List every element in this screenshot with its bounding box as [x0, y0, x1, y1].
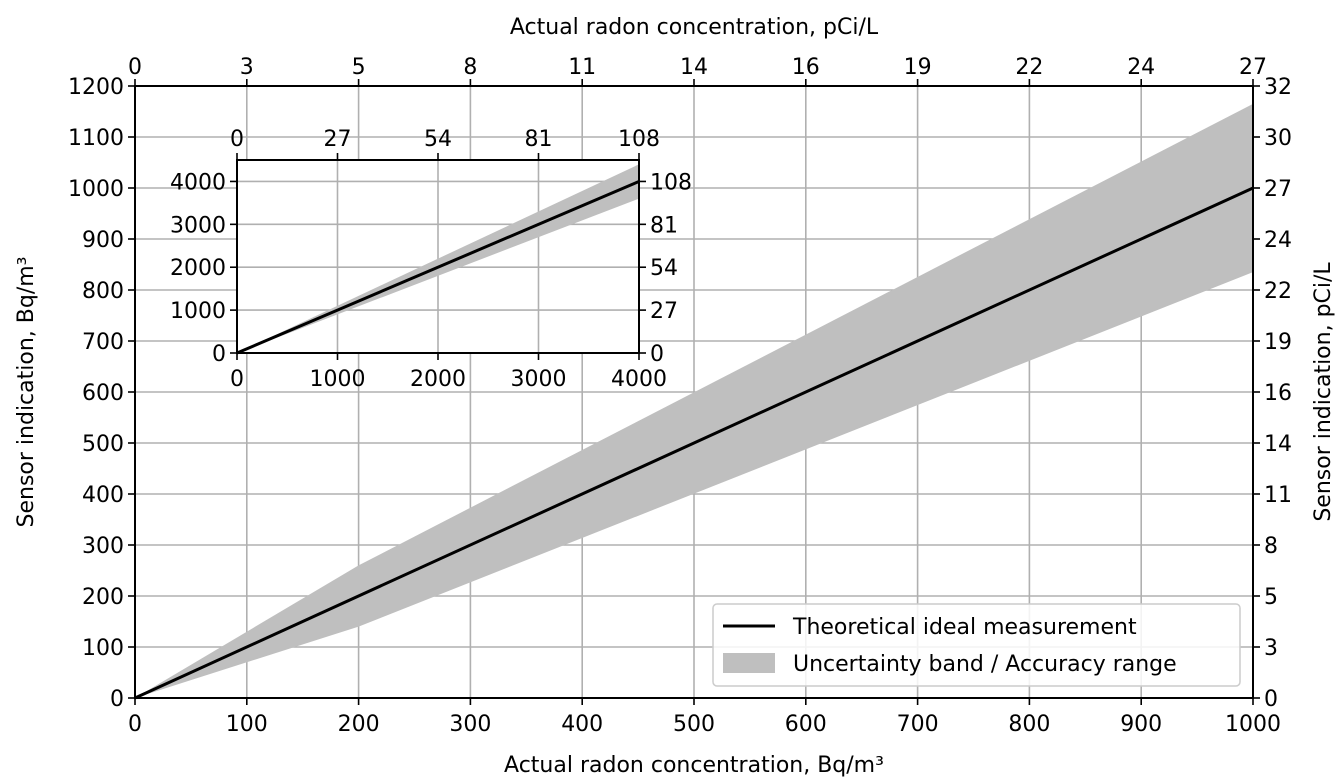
inset-uncertainty-band-layer — [237, 164, 639, 353]
legend-band-swatch — [723, 653, 775, 673]
main-x2-tick-label: 14 — [680, 55, 708, 80]
main-y-tick-label: 1200 — [68, 75, 124, 100]
main-y-tick-label: 400 — [82, 483, 124, 508]
main-y-tick-label: 900 — [82, 228, 124, 253]
inset-y2-tick-label: 81 — [650, 213, 678, 238]
main-ideal-line-layer — [134, 186, 1254, 700]
inset-x-tick-label: 1000 — [310, 367, 366, 392]
main-uncertainty-band-layer — [135, 103, 1253, 699]
main-y2-tick-label: 32 — [1264, 75, 1292, 100]
main-x-tick-label: 700 — [897, 712, 939, 737]
inset-y2-tick-label: 0 — [650, 342, 664, 367]
main-y-tick-label: 100 — [82, 636, 124, 661]
legend-label-band: Uncertainty band / Accuracy range — [793, 652, 1177, 677]
main-x2-tick-label: 24 — [1127, 55, 1155, 80]
main-y2-tick-label: 0 — [1264, 687, 1278, 712]
main-y-tick-label: 700 — [82, 330, 124, 355]
main-y-tick-label: 1000 — [68, 177, 124, 202]
main-y2-tick-label: 30 — [1264, 126, 1292, 151]
main-y2-tick-label: 24 — [1264, 228, 1292, 253]
main-x2-tick-label: 0 — [128, 55, 142, 80]
inset-y-tick-label: 0 — [212, 342, 226, 367]
main-ideal-line — [134, 186, 1254, 700]
x2-axis-label: Actual radon concentration, pCi/L — [510, 15, 879, 40]
x-axis-label: Actual radon concentration, Bq/m³ — [504, 753, 884, 778]
inset-x2-tick-label: 27 — [324, 127, 352, 152]
main-y2-tick-label: 19 — [1264, 330, 1292, 355]
inset-y-tick-label: 2000 — [170, 256, 226, 281]
legend-box — [712, 603, 1241, 687]
inset-x-tick-label: 4000 — [611, 367, 667, 392]
legend: Theoretical ideal measurement Uncertaint… — [712, 603, 1241, 687]
main-x-tick-label: 100 — [226, 712, 268, 737]
main-x-tick-label: 900 — [1120, 712, 1162, 737]
inset-x2-tick-label: 108 — [618, 127, 660, 152]
main-y-tick-label: 500 — [82, 432, 124, 457]
main-x-tick-label: 0 — [128, 712, 142, 737]
main-y2-tick-label: 8 — [1264, 534, 1278, 559]
main-x2-tick-label: 19 — [904, 55, 932, 80]
main-x2-tick-label: 27 — [1239, 55, 1267, 80]
main-x-tick-label: 600 — [785, 712, 827, 737]
main-x-tick-label: 200 — [338, 712, 380, 737]
main-y-tick-label: 1100 — [68, 126, 124, 151]
main-y2-tick-label: 11 — [1264, 483, 1292, 508]
inset-x2-tick-label: 81 — [525, 127, 553, 152]
inset-x2-tick-label: 0 — [230, 127, 244, 152]
main-x2-tick-label: 11 — [568, 55, 596, 80]
inset-uncertainty-band — [237, 164, 639, 353]
inset-y2-tick-label: 108 — [650, 170, 692, 195]
main-y2-tick-label: 3 — [1264, 636, 1278, 661]
inset-y2-tick-label: 27 — [650, 299, 678, 324]
inset-x2-tick-label: 54 — [424, 127, 452, 152]
legend-label-ideal: Theoretical ideal measurement — [792, 615, 1137, 640]
main-y2-tick-label: 14 — [1264, 432, 1292, 457]
y2-axis-label: Sensor indication, pCi/L — [1311, 262, 1336, 522]
main-y2-tick-label: 27 — [1264, 177, 1292, 202]
inset-x-tick-label: 3000 — [511, 367, 567, 392]
inset-y2-tick-label: 54 — [650, 256, 678, 281]
inset-x-tick-label: 0 — [230, 367, 244, 392]
main-x-tick-label: 400 — [561, 712, 603, 737]
main-y-tick-label: 200 — [82, 585, 124, 610]
main-x2-tick-label: 5 — [352, 55, 366, 80]
main-y2-tick-label: 16 — [1264, 381, 1292, 406]
main-y-tick-label: 600 — [82, 381, 124, 406]
main-x2-tick-label: 22 — [1015, 55, 1043, 80]
inset-y-tick-label: 3000 — [170, 213, 226, 238]
inset-ideal-line-layer — [236, 180, 640, 355]
main-y2-tick-label: 5 — [1264, 585, 1278, 610]
main-x-tick-label: 1000 — [1225, 712, 1281, 737]
main-axes: 0010032005300840011500146001670019800229… — [68, 55, 1292, 737]
main-x-tick-label: 300 — [449, 712, 491, 737]
main-x2-tick-label: 8 — [463, 55, 477, 80]
main-y-tick-label: 800 — [82, 279, 124, 304]
main-y-tick-label: 300 — [82, 534, 124, 559]
main-y-tick-label: 0 — [110, 687, 124, 712]
main-uncertainty-band — [135, 103, 1253, 699]
inset-y-tick-label: 1000 — [170, 299, 226, 324]
main-x2-tick-label: 3 — [240, 55, 254, 80]
inset-x-tick-label: 2000 — [410, 367, 466, 392]
main-x-tick-label: 500 — [673, 712, 715, 737]
main-x-tick-label: 800 — [1008, 712, 1050, 737]
y-axis-label: Sensor indication, Bq/m³ — [14, 257, 39, 528]
main-y2-tick-label: 22 — [1264, 279, 1292, 304]
main-x2-tick-label: 16 — [792, 55, 820, 80]
inset-ideal-line — [236, 180, 640, 355]
inset-y-tick-label: 4000 — [170, 170, 226, 195]
